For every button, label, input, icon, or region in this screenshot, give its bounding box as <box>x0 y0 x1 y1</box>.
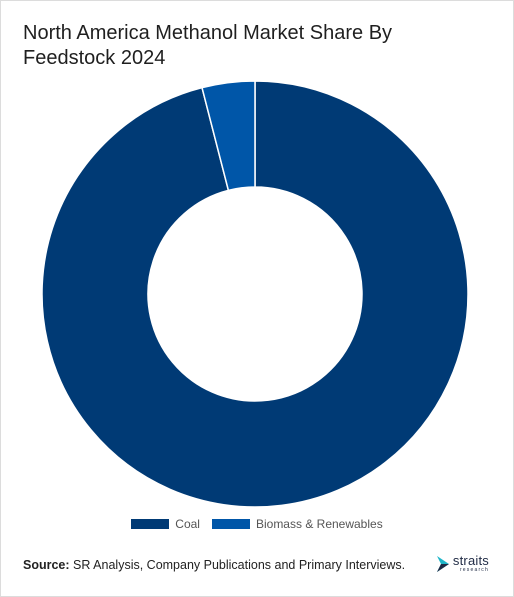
source-label: Source: <box>23 558 70 572</box>
logo-sub: research <box>459 567 489 573</box>
slice-biomass[interactable] <box>201 80 256 192</box>
slice-coal[interactable] <box>41 80 469 508</box>
legend-item-coal[interactable]: Coal <box>131 517 200 531</box>
legend-swatch-coal <box>131 519 170 529</box>
legend-label-biomass: Biomass & Renewables <box>255 517 383 531</box>
chart-title: North America Methanol Market Share By F… <box>23 22 393 69</box>
legend-swatch-biomass <box>211 519 250 529</box>
logo-name: straits <box>452 553 489 568</box>
donut-chart <box>41 80 469 508</box>
straits-logo-icon <box>436 556 449 572</box>
legend-label-coal: Coal <box>175 517 200 531</box>
source-text: SR Analysis, Company Publications and Pr… <box>73 558 406 572</box>
source-note: Source: SR Analysis, Company Publication… <box>23 558 405 572</box>
straits-research-logo: straits research <box>436 554 489 573</box>
chart-legend: Coal Biomass & Renewables <box>1 517 513 531</box>
legend-item-biomass[interactable]: Biomass & Renewables <box>211 517 383 531</box>
